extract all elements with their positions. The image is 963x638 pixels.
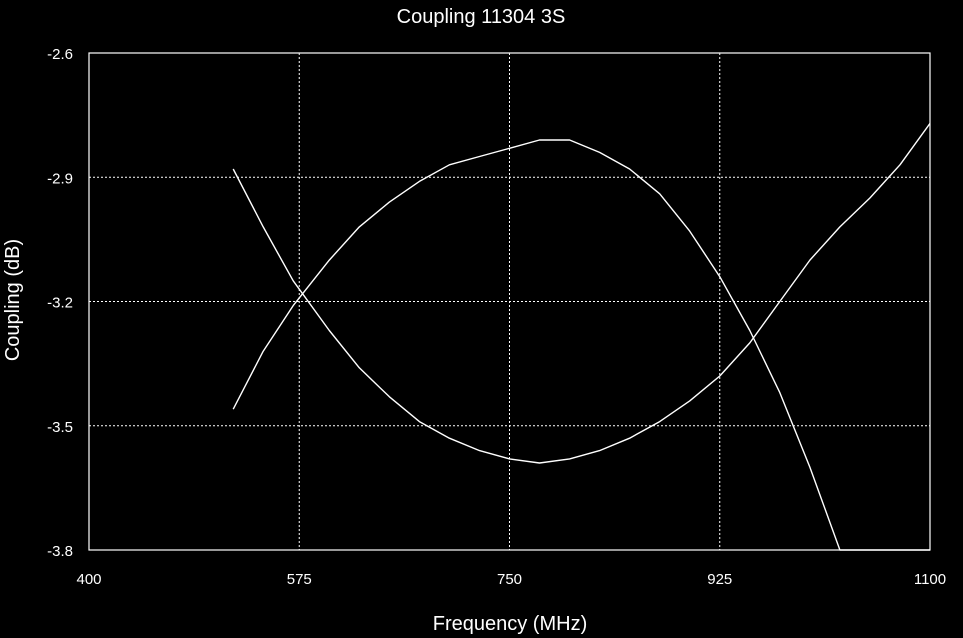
series-line-1 [232,139,930,551]
x-tick-label: 750 [497,571,522,588]
grid-lines [89,53,930,550]
x-tick-label: 575 [287,571,312,588]
y-tick-label: -3.2 [47,295,73,312]
plot-frame [88,52,931,551]
series-line-2 [232,122,931,464]
x-tick-label: 400 [76,571,101,588]
chart-title: Coupling 11304 3S [397,6,566,28]
y-tick-label: -3.5 [47,419,73,436]
series-layer [232,122,931,551]
x-axis-title: Frequency (MHz) [433,613,587,635]
x-tick-label: 1100 [914,571,946,588]
y-tick-label: -3.8 [47,543,73,560]
y-tick-label: -2.6 [47,46,73,63]
y-axis-title: Coupling (dB) [2,239,24,361]
tick-labels: 400 575 750 925 1100 -2.6 -2.9 -3.2 -3.5 -3.8 [47,46,946,588]
x-tick-label: 925 [707,571,732,588]
y-tick-label: -2.9 [47,170,73,187]
